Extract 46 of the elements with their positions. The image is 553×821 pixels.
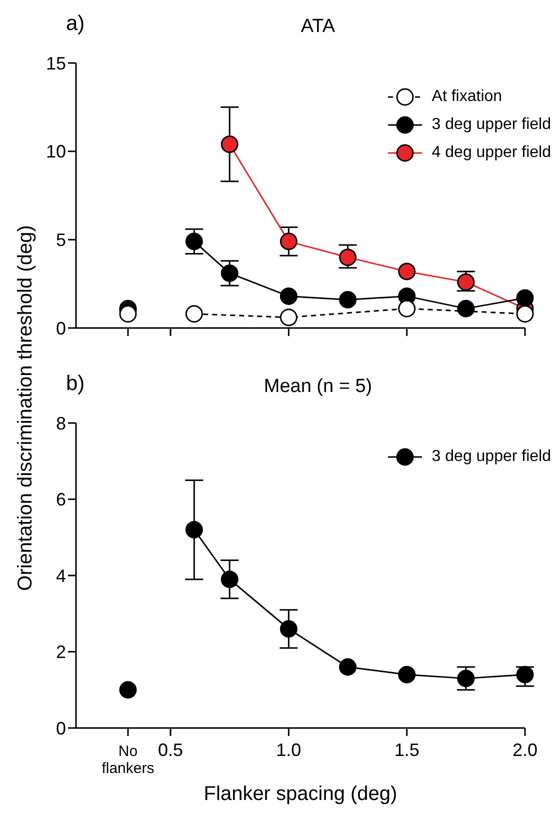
legend-label: At fixation bbox=[432, 88, 502, 106]
y-tick-label: 10 bbox=[46, 142, 66, 162]
point bbox=[339, 658, 357, 676]
point bbox=[398, 300, 416, 318]
point bbox=[457, 300, 475, 318]
point bbox=[339, 290, 357, 308]
point bbox=[119, 305, 137, 323]
x-axis-title: Flanker spacing (deg) bbox=[204, 783, 398, 805]
point bbox=[516, 289, 534, 307]
y-tick-label: 0 bbox=[56, 318, 66, 338]
point bbox=[339, 248, 357, 266]
point bbox=[516, 666, 534, 684]
y-tick-label: 8 bbox=[56, 413, 66, 434]
x-tick-label: 1.5 bbox=[394, 740, 420, 760]
point bbox=[280, 620, 298, 638]
y-tick-label: 4 bbox=[56, 566, 66, 586]
point bbox=[280, 308, 298, 326]
point bbox=[220, 264, 238, 282]
x-tick-label: 2.0 bbox=[512, 740, 538, 760]
chart-title: ATA bbox=[300, 16, 336, 38]
y-tick-label: 15 bbox=[46, 53, 66, 74]
text: b) bbox=[66, 372, 85, 396]
y-tick-label: 5 bbox=[56, 230, 66, 250]
text: a) bbox=[66, 12, 85, 36]
point bbox=[220, 136, 238, 154]
y-tick-label: 6 bbox=[56, 490, 66, 510]
point bbox=[398, 262, 416, 280]
x-tick-label: 1.0 bbox=[276, 740, 302, 760]
legend-label: 4 deg upper field bbox=[432, 144, 551, 162]
point bbox=[280, 287, 298, 305]
point bbox=[220, 570, 238, 588]
point bbox=[119, 681, 137, 699]
point bbox=[398, 666, 416, 684]
point bbox=[516, 305, 534, 323]
x-tick-label: 0.5 bbox=[158, 740, 184, 760]
legend-label: 3 deg upper field bbox=[432, 448, 551, 466]
y-axis-title: Orientation discrimination threshold (deg) bbox=[14, 225, 38, 591]
x-tick-label: No flankers bbox=[102, 743, 154, 777]
legend-label: 3 deg upper field bbox=[432, 116, 551, 134]
point bbox=[185, 521, 203, 538]
y-tick-label: 2 bbox=[56, 642, 66, 662]
y-tick-label: 0 bbox=[56, 718, 66, 738]
chart-title: Mean (n = 5) bbox=[262, 376, 374, 398]
point bbox=[457, 670, 475, 688]
point bbox=[280, 232, 298, 250]
point bbox=[185, 232, 203, 250]
